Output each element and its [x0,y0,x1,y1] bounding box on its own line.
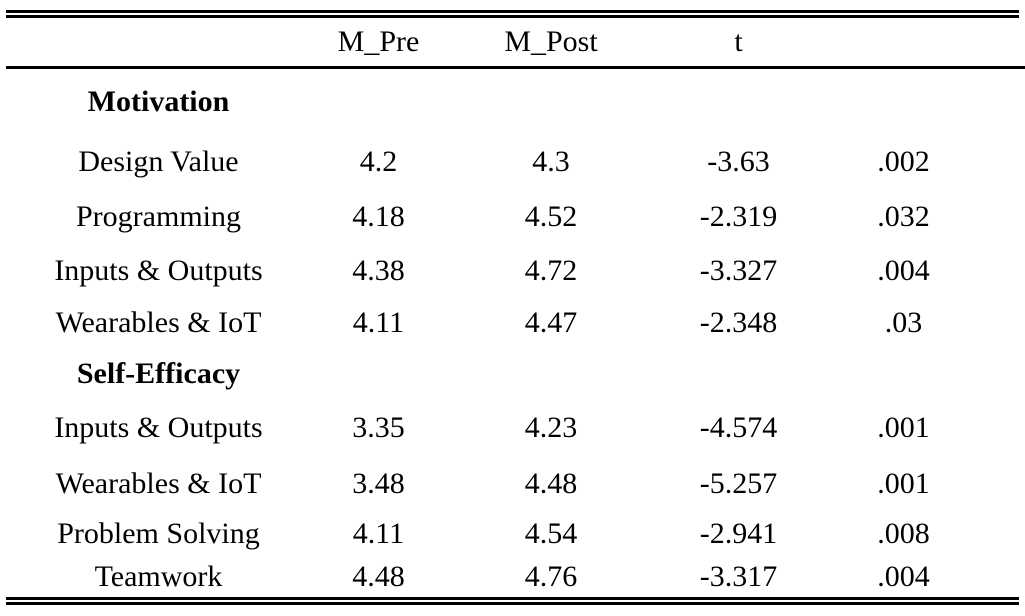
cell-m-post: 4.54 [524,516,578,550]
cell-t: -2.941 [699,516,778,550]
row-label: Teamwork [94,559,223,593]
cell-m-pre: 4.2 [359,145,398,178]
cell-m-pre: 3.35 [352,411,405,444]
cell-t: -4.574 [699,411,778,444]
cell-t: -3.327 [699,253,778,287]
row-label: Inputs & Outputs [54,411,263,444]
cell [446,68,656,135]
cell-t: -5.257 [699,466,778,500]
cell-m-pre: 4.48 [352,559,405,593]
cell-t: -3.63 [707,145,770,178]
cell-m-post: 4.72 [524,253,578,287]
cell-m-post: 4.48 [524,466,578,500]
section-row-motivation: Motivation [6,68,1025,135]
stats-table-wrapper: M_Pre M_Post t Motivation Design Value 4… [6,10,1025,605]
header-empty [6,18,311,69]
table-row-wearables-iot-motivation: Wearables & IoT 4.11 4.47 -2.348 .03 [6,298,1025,348]
pre-post-stats-table: M_Pre M_Post t Motivation Design Value 4… [6,18,1025,597]
table-row-design-value: Design Value 4.2 4.3 -3.63 .002 [6,135,1025,190]
header-m-pre: M_Pre [311,18,446,69]
cell-m-pre: 4.18 [352,199,405,233]
table-row-programming: Programming 4.18 4.52 -2.319 .032 [6,190,1025,244]
header-t: t [656,18,821,69]
cell-p-value: .004 [877,253,930,287]
cell-t: -3.317 [699,559,778,593]
cell [446,348,656,400]
cell [311,68,446,135]
cell-m-post: 4.76 [524,559,578,593]
cell-t: -2.319 [699,199,778,233]
table-row-wearables-iot-self-efficacy: Wearables & IoT 3.48 4.48 -5.257 .001 [6,457,1025,511]
cell-p-value: .03 [884,305,923,339]
cell-m-post: 4.23 [524,411,578,444]
header-row: M_Pre M_Post t [6,18,1025,69]
cell-m-post: 4.47 [524,305,578,339]
header-m-post: M_Post [446,18,656,69]
section-row-self-efficacy: Self-Efficacy [6,348,1025,400]
cell [821,348,1025,400]
cell-p-value: .002 [877,145,930,178]
cell-m-post: 4.3 [532,145,570,178]
cell-t: -2.348 [699,305,778,339]
table-row-inputs-outputs-self-efficacy: Inputs & Outputs 3.35 4.23 -4.574 .001 [6,400,1025,457]
cell-p-value: .008 [877,516,930,550]
cell [656,348,821,400]
cell-p-value: .004 [877,559,930,593]
row-label: Programming [76,199,241,233]
row-label: Problem Solving [57,516,260,550]
row-label: Wearables & IoT [55,466,262,500]
cell-m-pre: 3.48 [352,466,405,500]
table-row-teamwork: Teamwork 4.48 4.76 -3.317 .004 [6,557,1025,597]
cell-m-post: 4.52 [524,199,578,233]
table-row-inputs-outputs-motivation: Inputs & Outputs 4.38 4.72 -3.327 .004 [6,244,1025,298]
cell-m-pre: 4.11 [352,516,405,550]
cell-m-pre: 4.38 [352,253,405,287]
cell [311,348,446,400]
cell-m-pre: 4.11 [352,305,405,339]
section-label: Motivation [87,84,230,118]
cell-p-value: .001 [877,466,930,500]
cell-p-value: .032 [877,199,930,233]
cell [656,68,821,135]
table-row-problem-solving: Problem Solving 4.11 4.54 -2.941 .008 [6,511,1025,557]
row-label: Inputs & Outputs [54,253,263,287]
section-label: Self-Efficacy [76,356,241,390]
row-label: Wearables & IoT [55,305,262,339]
cell [821,68,1025,135]
row-label: Design Value [78,145,239,178]
cell-p-value: .001 [877,411,930,444]
header-p-value [821,18,1025,69]
